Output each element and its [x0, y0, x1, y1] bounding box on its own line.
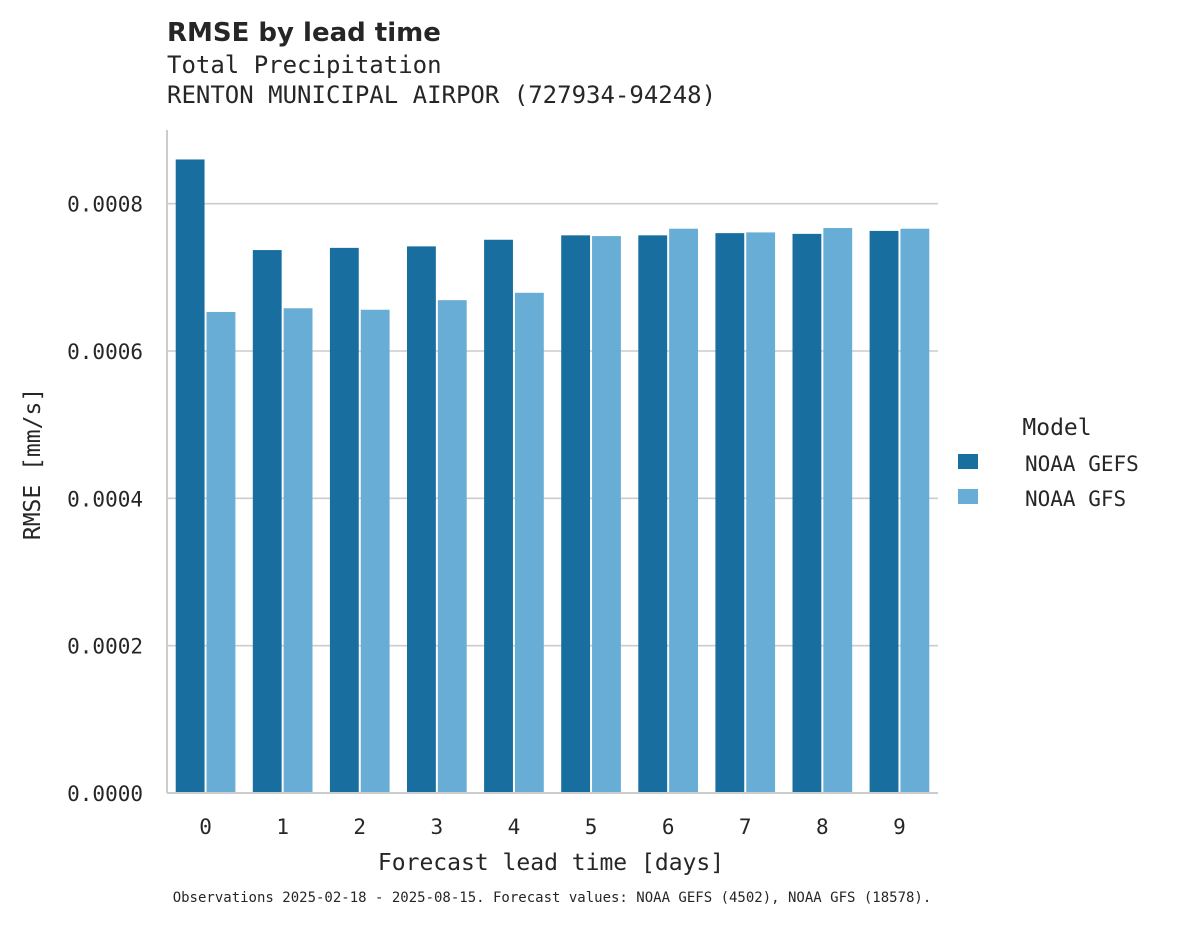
x-tick-label: 3 — [431, 815, 444, 839]
bar-noaa-gefs-0 — [175, 159, 205, 793]
x-tick-label: 2 — [353, 815, 366, 839]
bar-noaa-gfs-8 — [823, 227, 853, 793]
bar-noaa-gefs-8 — [792, 233, 822, 793]
bar-layer — [175, 159, 930, 794]
legend-label-gefs: NOAA GEFS — [1025, 452, 1139, 476]
bar-noaa-gefs-4 — [484, 239, 513, 794]
y-tick-label: 0.0006 — [67, 340, 143, 364]
bar-noaa-gfs-0 — [206, 311, 236, 793]
bar-noaa-gfs-4 — [514, 292, 544, 793]
bar-noaa-gefs-5 — [561, 235, 591, 794]
legend-swatch-gfs — [958, 489, 978, 504]
bar-noaa-gfs-7 — [746, 232, 776, 793]
chart-footnote: Observations 2025-02-18 - 2025-08-15. Fo… — [172, 890, 932, 906]
x-tick-label: 9 — [893, 815, 906, 839]
x-axis-label: Forecast lead time [days] — [378, 850, 724, 876]
x-tick-label: 6 — [662, 815, 675, 839]
x-tick-label: 7 — [739, 815, 752, 839]
x-tick-label: 4 — [508, 815, 521, 839]
legend-title: Model — [1022, 415, 1091, 441]
bar-noaa-gfs-2 — [360, 309, 390, 793]
bar-noaa-gefs-6 — [638, 235, 668, 794]
chart-subtitle-line-2: RENTON MUNICIPAL AIRPOR (727934-94248) — [167, 81, 717, 109]
bar-noaa-gfs-6 — [669, 228, 698, 794]
y-tick-label: 0.0008 — [67, 193, 143, 217]
chart-subtitle-line-1: Total Precipitation — [167, 51, 442, 79]
bar-noaa-gefs-9 — [869, 230, 899, 793]
grid-layer — [167, 202, 938, 647]
y-tick-label: 0.0004 — [67, 487, 143, 511]
x-tick-label: 0 — [199, 815, 212, 839]
legend-swatch-gefs — [958, 454, 978, 469]
bar-noaa-gfs-1 — [283, 308, 313, 793]
x-tick-labels: 0 1 2 3 4 5 6 7 8 9 — [199, 815, 906, 839]
x-tick-label: 8 — [816, 815, 829, 839]
bar-noaa-gefs-7 — [715, 233, 745, 794]
bar-noaa-gfs-3 — [437, 300, 467, 793]
bar-noaa-gfs-5 — [592, 236, 621, 793]
bar-noaa-gefs-1 — [252, 250, 282, 793]
y-tick-label: 0.0002 — [67, 635, 143, 659]
y-tick-label: 0.0000 — [67, 782, 143, 806]
x-tick-label: 5 — [585, 815, 598, 839]
bar-noaa-gefs-3 — [407, 246, 436, 794]
y-tick-labels: 0.0000 0.0002 0.0004 0.0006 0.0008 — [67, 193, 143, 806]
legend-label-gfs: NOAA GFS — [1025, 487, 1126, 511]
bar-noaa-gefs-2 — [329, 247, 359, 793]
x-tick-label: 1 — [276, 815, 289, 839]
chart-title: RMSE by lead time — [167, 18, 441, 48]
legend: Model NOAA GEFS NOAA GFS — [958, 415, 1139, 511]
title-block: RMSE by lead time Total Precipitation RE… — [167, 16, 716, 110]
y-axis-label: RMSE [mm/s] — [20, 388, 46, 540]
bar-noaa-gfs-9 — [900, 228, 930, 794]
